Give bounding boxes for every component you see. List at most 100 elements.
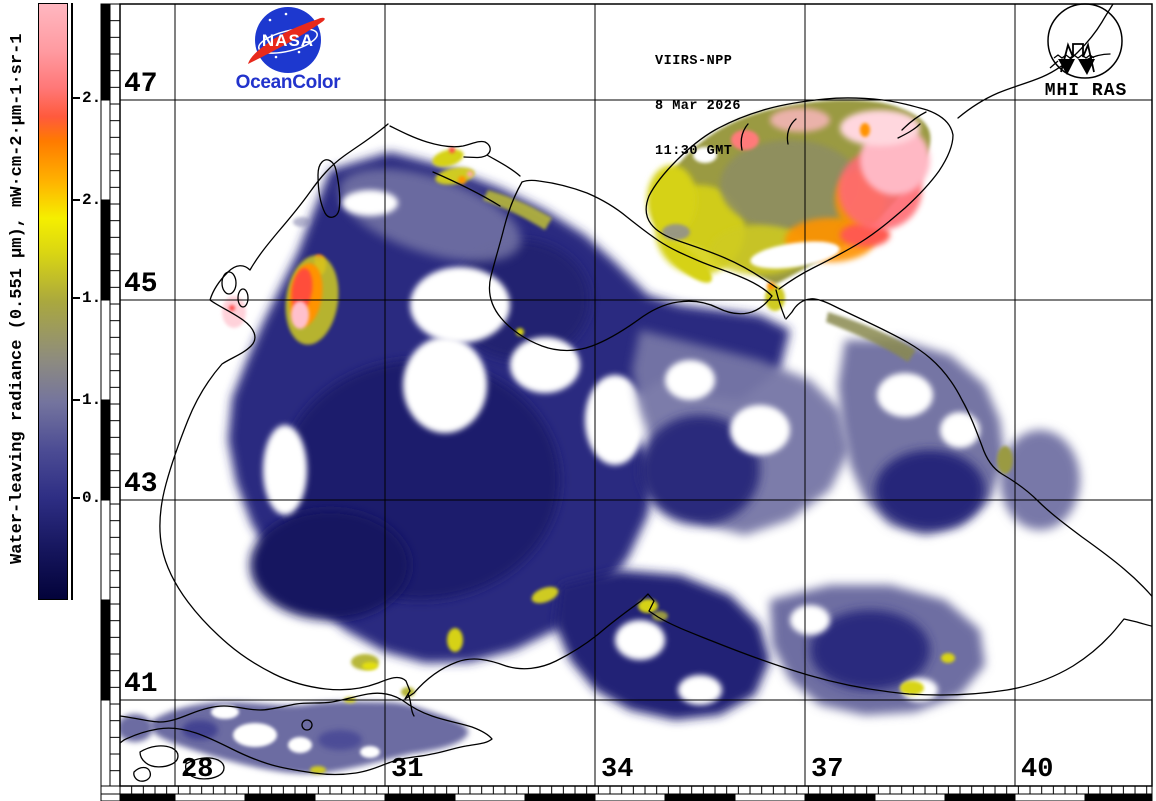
institute-label: MHI RAS (1044, 81, 1128, 101)
colorbar-tick (72, 199, 80, 201)
coastline-tendra-spit (432, 171, 501, 207)
coastline-azov (645, 97, 954, 290)
data-blob (362, 662, 378, 670)
cloud-gap (410, 267, 510, 343)
cloud-gap (211, 705, 239, 719)
data-blob (662, 224, 690, 240)
cloud-gap (693, 147, 717, 163)
coastline-dnieper-estuary (389, 125, 521, 177)
graticule (120, 4, 1152, 786)
nasa-swoosh-icon (248, 17, 325, 64)
mhi-emblem-sail-icon (1058, 59, 1095, 75)
data-blob-marmara (149, 701, 469, 774)
cloud-gap (233, 723, 277, 747)
lat-label-47: 47 (124, 69, 158, 100)
data-blob (640, 415, 760, 525)
header-date: 8 Mar 2026 (655, 99, 742, 114)
data-blob (310, 766, 326, 774)
data-blob-nw-shelf (338, 168, 522, 262)
cloud-gap (360, 746, 380, 758)
coastline-bay (133, 766, 152, 782)
data-blob (731, 130, 759, 150)
coastline-lake (237, 288, 249, 308)
map-frame (119, 3, 1153, 787)
data-blob-dnieper (432, 149, 464, 167)
data-blob (875, 450, 985, 530)
cloud-gap (263, 425, 307, 515)
data-blob (531, 586, 559, 604)
cloud-gap (790, 605, 830, 635)
data-blob (222, 296, 246, 328)
cloud-gap (585, 375, 645, 465)
radiance-data-layer (120, 100, 1080, 774)
coastline-east (785, 298, 1152, 598)
data-blob (941, 653, 955, 663)
data-blob (810, 610, 930, 690)
cloud-gap (403, 337, 487, 433)
header-satellite: VIIRS-NPP (655, 54, 733, 69)
header-time: 11:30 GMT (655, 144, 733, 159)
coastline-west-south (159, 123, 1152, 700)
cloud-gap (288, 737, 312, 753)
coastline-don-river (897, 111, 927, 139)
data-blob (467, 171, 473, 177)
colorbar-tick (72, 297, 80, 299)
lon-label-28: 28 (181, 755, 214, 785)
data-blob (291, 268, 313, 312)
coastline-layer (120, 4, 1152, 782)
data-blob (647, 165, 697, 235)
data-blob (767, 282, 775, 290)
coastline-bay (184, 757, 225, 780)
coastline-lake (221, 271, 237, 295)
data-blob (318, 730, 362, 750)
data-blob-karkinit (483, 190, 552, 230)
coastline-dniester-liman (317, 159, 341, 218)
cloud-gap (877, 373, 933, 417)
nasa-wordmark: NASA (262, 31, 314, 50)
coastline-crimea (488, 179, 773, 352)
longitude-ruler (100, 785, 1153, 801)
lon-label-37: 37 (811, 755, 844, 785)
lon-label-34: 34 (601, 755, 634, 785)
data-blob-kerch (765, 285, 785, 311)
data-blob (997, 446, 1013, 474)
nasa-orbit-icon (258, 28, 318, 54)
lat-label-43: 43 (124, 469, 158, 500)
cloud-gap (730, 405, 790, 455)
coastline-marmara-north (120, 692, 403, 723)
coastline-marmara-south (120, 699, 493, 776)
cloud-gap (678, 675, 722, 705)
data-blob (449, 147, 455, 153)
coastline-bay (139, 745, 179, 768)
data-blob-se (1000, 430, 1080, 530)
mhi-emblem-peaks-icon (1060, 42, 1095, 73)
nasa-star (268, 18, 272, 22)
data-blob (860, 123, 870, 137)
data-blob (250, 510, 410, 620)
cloud-gap (665, 360, 715, 400)
cloud-gap (940, 412, 980, 448)
data-blob (120, 714, 153, 742)
data-blob (900, 681, 924, 695)
coastline-bosphorus (407, 693, 415, 717)
nasa-logo: NASA (248, 7, 325, 73)
cloud-gap (615, 620, 665, 660)
data-blob (182, 720, 218, 740)
colorbar-tick (72, 97, 80, 99)
data-blob (291, 301, 309, 329)
nasa-star (297, 50, 301, 54)
data-blob (652, 611, 668, 621)
colorbar-axis (71, 3, 73, 600)
data-blob (720, 140, 860, 230)
data-blob (447, 628, 463, 652)
coastline-azov-inlet (740, 123, 749, 151)
cloud-gap (342, 190, 398, 216)
cloud-gap (750, 241, 840, 269)
header-block: VIIRS-NPP 8 Mar 2026 11:30 GMT (655, 24, 741, 189)
mhi-emblem-wave-icon (1053, 54, 1095, 59)
oceancolor-wordmark: OceanColor (235, 72, 341, 93)
lon-label-31: 31 (391, 755, 424, 785)
coastline-kerch-strait (775, 289, 786, 319)
colorbar-tick (72, 399, 80, 401)
